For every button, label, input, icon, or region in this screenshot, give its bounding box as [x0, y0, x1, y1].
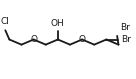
- Text: Cl: Cl: [1, 17, 10, 26]
- Text: O: O: [79, 35, 86, 44]
- Text: Br: Br: [120, 23, 130, 32]
- Text: O: O: [30, 35, 37, 44]
- Text: OH: OH: [51, 19, 65, 28]
- Text: Br: Br: [121, 35, 131, 44]
